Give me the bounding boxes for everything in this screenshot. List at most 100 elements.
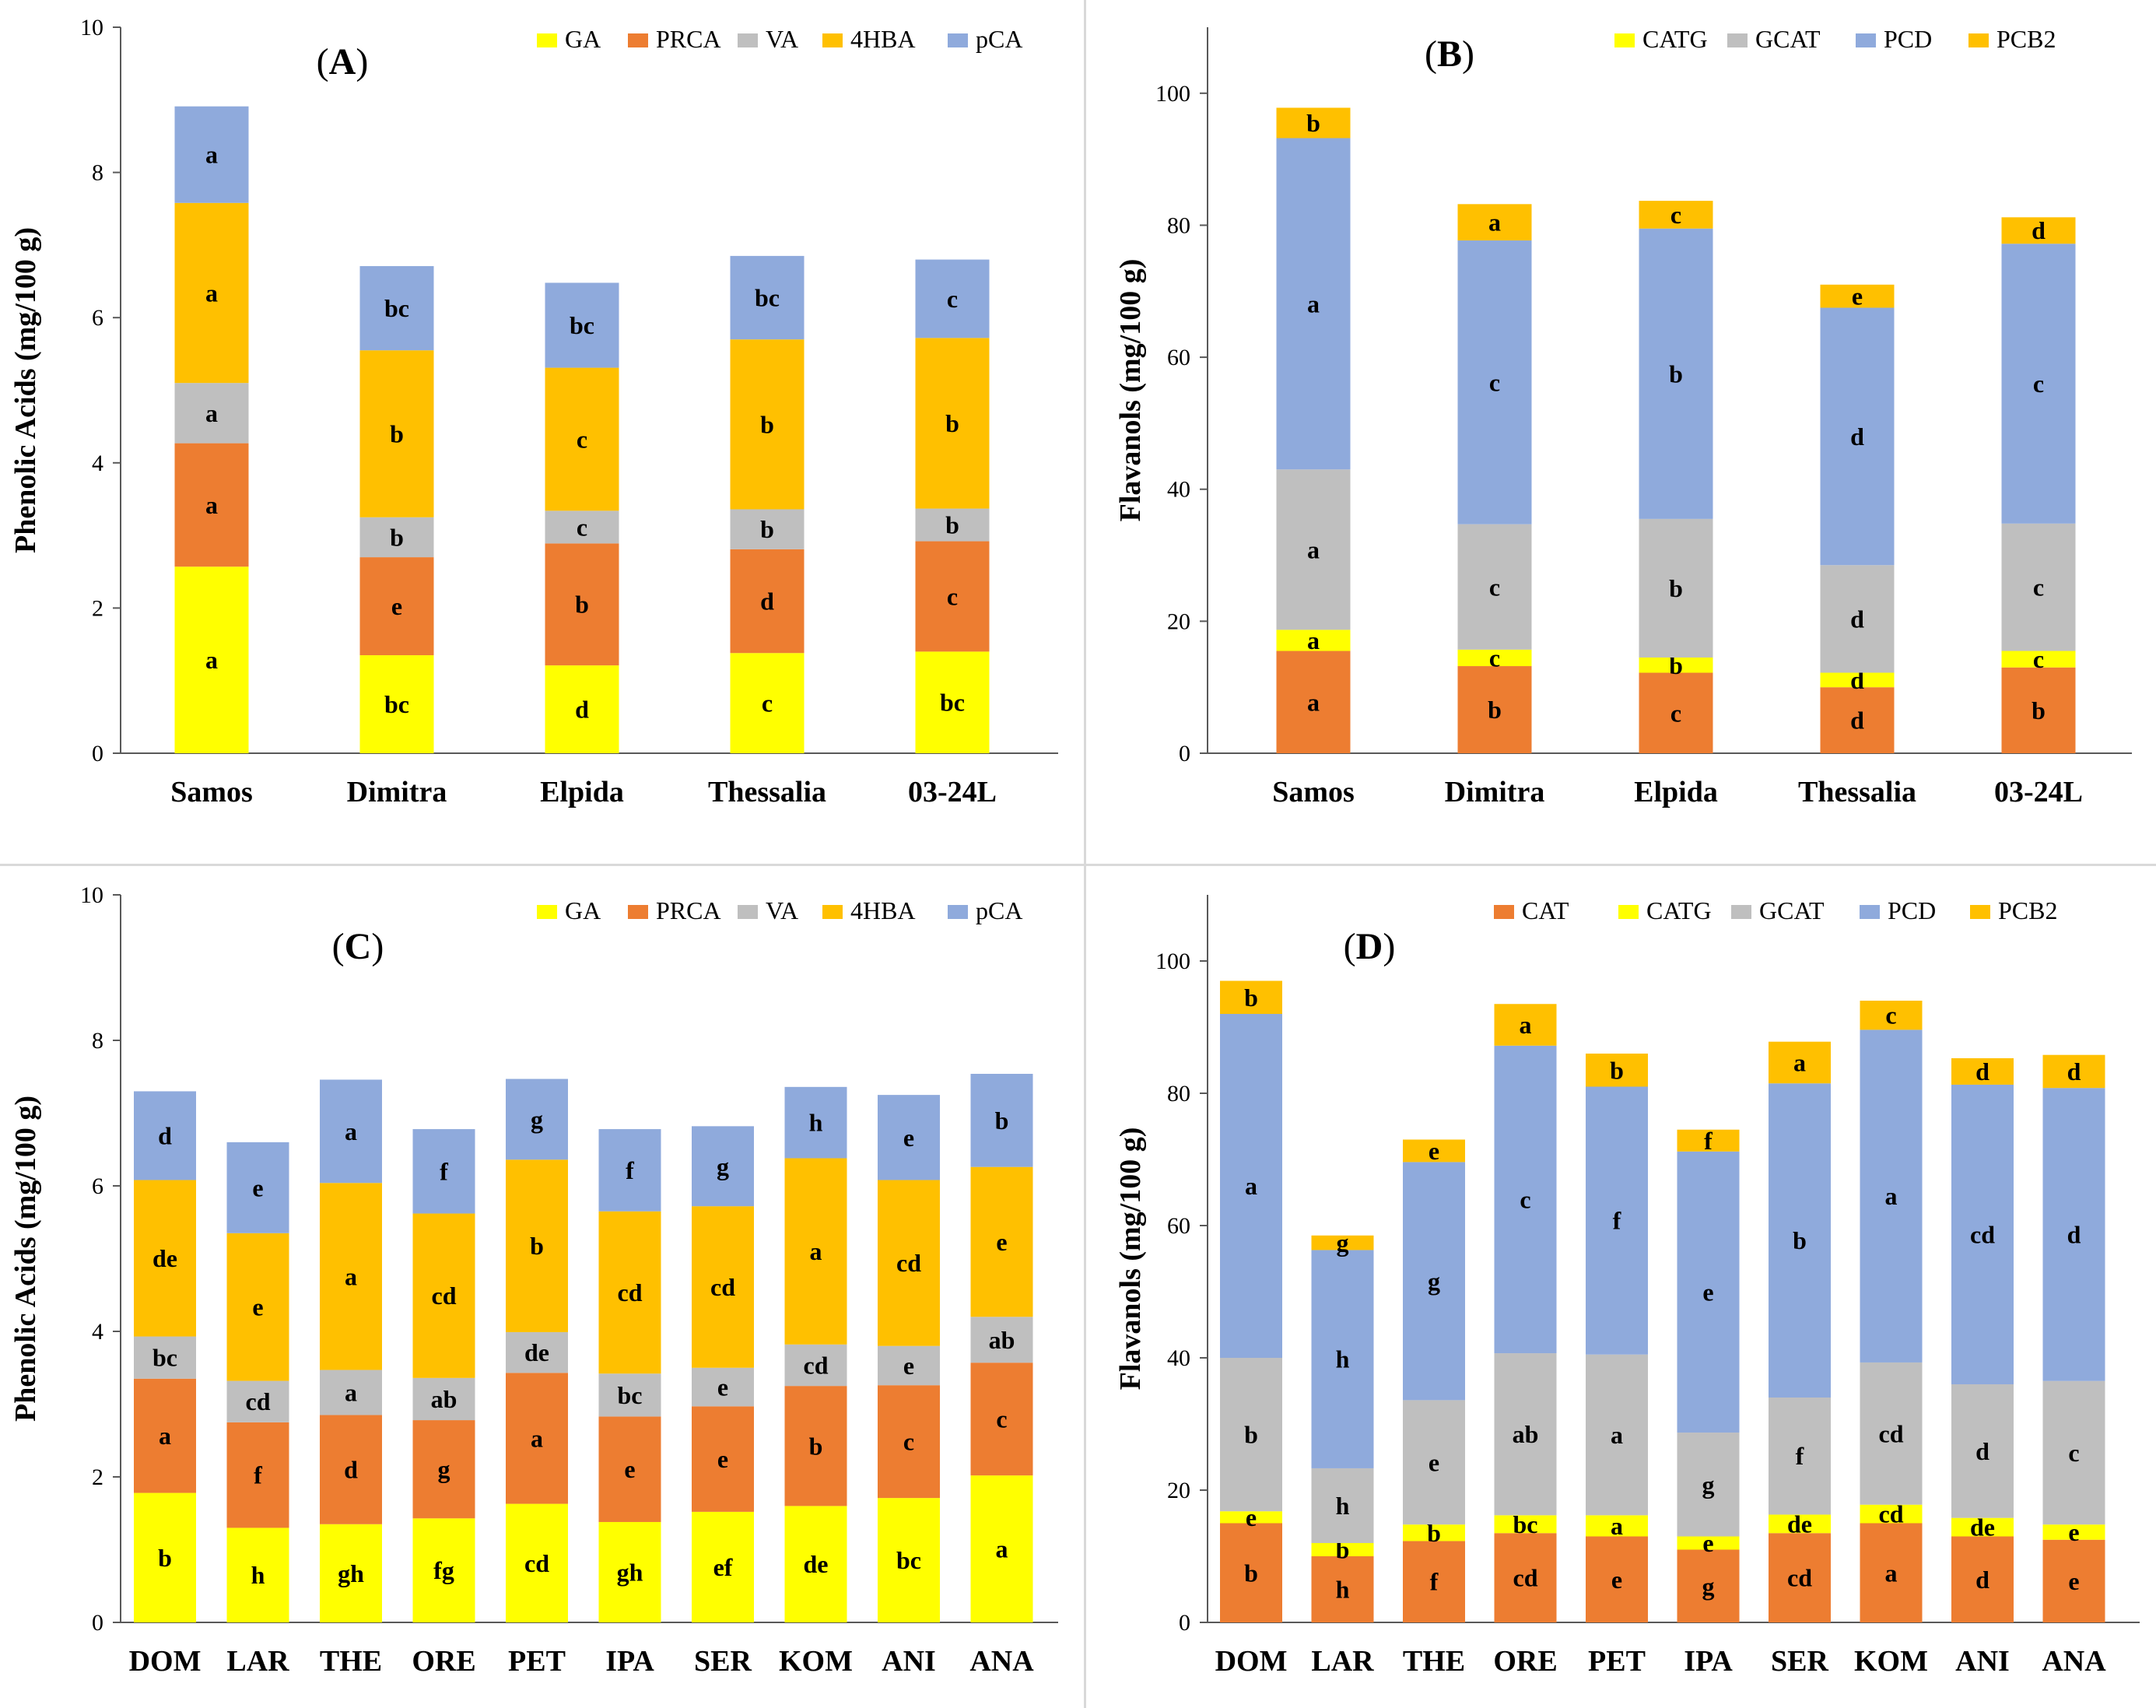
- panel-d-letter-pcd-ana: d: [2067, 1220, 2081, 1248]
- panel-a-x-tick-label: Thessalia: [708, 776, 826, 808]
- panel-c-letter-va-the: a: [345, 1379, 357, 1407]
- panel-c-x-tick-label: THE: [320, 1645, 382, 1678]
- panel-d-bar-catg-ana: [2042, 1524, 2105, 1540]
- panel-d-letter-cat-ipa: g: [1702, 1572, 1715, 1600]
- panel-a-letter-va-thessalia: b: [760, 515, 774, 543]
- panel-d-letter-pcb2-the: e: [1429, 1137, 1439, 1165]
- panel-d-bar-pcd-kom: [1860, 1029, 1923, 1363]
- panel-d-letter-pcb2-pet: b: [1610, 1056, 1624, 1084]
- panel-d-bar-catg-the: [1403, 1524, 1465, 1541]
- panel-d-legend-label-cat: CAT: [1522, 896, 1569, 924]
- panel-c-bar-pca-pet: [506, 1078, 568, 1160]
- panel-d-bar-cat-ser: [1769, 1533, 1831, 1622]
- panel-a-bar-prca-elpida: [545, 543, 619, 666]
- panel-d-bar-catg-lar: [1311, 1543, 1374, 1556]
- panel-c-bar-prca-lar: [226, 1422, 289, 1528]
- panel-c-letter-va-ani: e: [903, 1352, 914, 1380]
- panel-b-legend-label-pcb2: PCB2: [1996, 25, 2056, 53]
- panel-d-bar-gcat-kom: [1860, 1362, 1923, 1505]
- panel-a-bar-ga-dimitra: [359, 655, 434, 753]
- panel-d-bar-pcd-ana: [2042, 1088, 2105, 1381]
- panel-d-letter-gcat-ana: c: [2068, 1439, 2079, 1467]
- panel-c-letter-pca-ser: g: [717, 1152, 729, 1180]
- panel-c-letter-prca-the: d: [344, 1456, 358, 1484]
- panel-a-bar-va-03-24l: [915, 508, 990, 542]
- panel-d-bar-catg-kom: [1860, 1504, 1923, 1524]
- panel-d-letter-pcd-kom: a: [1885, 1182, 1898, 1210]
- panel-c-bar-4hba-ana: [970, 1166, 1033, 1317]
- panel-a-letter-4hba-dimitra: b: [390, 419, 404, 447]
- panel-b-letter-cat-elpida: c: [1670, 699, 1681, 727]
- panel-c-letter-ga-kom: de: [804, 1550, 829, 1578]
- panel-a-legend-swatch-prca: [628, 33, 648, 47]
- panel-c-bar-4hba-ipa: [598, 1211, 661, 1374]
- panel-d-x-tick-label: IPA: [1684, 1645, 1733, 1678]
- panel-d-letter-pcd-lar: h: [1336, 1345, 1350, 1373]
- panel-c-y-axis-label: Phenolic Acids (mg/100 g): [9, 1096, 42, 1422]
- panel-a-bar-ga-samos: [174, 566, 249, 753]
- panel-d-bar-catg-ore: [1494, 1515, 1557, 1534]
- panel-b-y-tick-label: 20: [1167, 608, 1190, 634]
- panel-a-letter-4hba-thessalia: b: [760, 410, 774, 438]
- panel-c-letter-4hba-ipa: cd: [618, 1278, 643, 1306]
- panel-a-letter-va-samos: a: [205, 399, 218, 427]
- panel-b-letter-catg-elpida: b: [1669, 651, 1683, 679]
- panel-b-bar-pcd-samos: [1276, 138, 1351, 470]
- panel-d-letter-gcat-ani: d: [1975, 1437, 1989, 1465]
- panel-c-letter-pca-ana: b: [995, 1107, 1009, 1135]
- panel-b-letter-gcat-03-24l: c: [2033, 573, 2044, 601]
- panel-c-letter-4hba-lar: e: [252, 1293, 263, 1321]
- panel-a-letter-prca-03-24l: c: [947, 582, 958, 610]
- panel-d-letter-cat-dom: b: [1244, 1559, 1258, 1587]
- panel-d-bar-gcat-the: [1403, 1400, 1465, 1525]
- panel-c-letter-pca-dom: d: [158, 1121, 172, 1149]
- panel-c-bar-ga-the: [320, 1524, 382, 1622]
- panel-b-letter-pcd-thessalia: d: [1850, 423, 1864, 451]
- panel-c-y-tick-label: 6: [92, 1173, 103, 1199]
- panel-d-letter-gcat-pet: a: [1611, 1421, 1623, 1449]
- panel-a-letter-prca-elpida: b: [575, 591, 589, 619]
- panel-d-bar-catg-ipa: [1677, 1536, 1740, 1550]
- panel-d-y-tick-label: 100: [1155, 949, 1190, 974]
- panel-c-letter-va-ore: ab: [431, 1385, 457, 1413]
- panel-d-letter-pcb2-ana: d: [2067, 1057, 2081, 1085]
- panel-c-bar-va-kom: [784, 1344, 847, 1387]
- panel-c-x-tick-label: IPA: [605, 1645, 654, 1678]
- panel-d-letter-pcd-ani: cd: [1970, 1220, 1995, 1248]
- panel-b-bar-gcat-dimitra: [1457, 524, 1532, 650]
- panel-c-legend-swatch-4hba: [822, 905, 843, 919]
- panel-c-bar-va-ore: [412, 1377, 475, 1421]
- panel-d-bar-pcb2-dom: [1220, 980, 1282, 1014]
- panel-d-x-tick-label: KOM: [1854, 1645, 1928, 1678]
- panel-a-x-tick-label: Elpida: [540, 776, 624, 808]
- panel-d-bar-pcb2-kom: [1860, 1001, 1923, 1030]
- panel-a-y-tick-label: 6: [92, 305, 103, 331]
- panel-d-x-tick-label: DOM: [1215, 1645, 1288, 1678]
- panel-c-letter-prca-ser: e: [717, 1445, 728, 1473]
- panel-c-legend-swatch-ga: [537, 905, 557, 919]
- panel-b-x-tick-label: Elpida: [1634, 776, 1718, 808]
- panel-d-bar-pcb2-ore: [1494, 1004, 1557, 1046]
- panel-d-letter-pcd-the: g: [1428, 1267, 1440, 1295]
- panel-d-letter-pcb2-kom: c: [1885, 1001, 1896, 1029]
- panel-d-bar-cat-ani: [1951, 1536, 2014, 1622]
- panel-a-letter-ga-thessalia: c: [762, 689, 773, 717]
- panel-c-x-tick-label: ORE: [412, 1645, 475, 1678]
- panel-d-letter-cat-ana: e: [2068, 1567, 2079, 1595]
- panel-d-letter-gcat-ipa: g: [1702, 1471, 1715, 1499]
- panel-c-letter-va-kom: cd: [804, 1351, 829, 1379]
- panel-d-y-tick-label: 0: [1179, 1610, 1190, 1636]
- panel-b-legend-swatch-pcb2: [1968, 33, 1989, 47]
- panel-d-letter-pcb2-ipa: f: [1704, 1127, 1713, 1155]
- panel-a-legend-label-ga: GA: [565, 25, 601, 53]
- panel-c-letter-va-dom: bc: [152, 1344, 177, 1372]
- panel-d-letter-cat-pet: e: [1611, 1566, 1622, 1594]
- panel-b-letter-cat-dimitra: b: [1488, 696, 1502, 724]
- panel-d-bar-pcb2-ser: [1769, 1041, 1831, 1084]
- panel-c-legend-label-prca: PRCA: [656, 896, 721, 924]
- panel-c-letter-pca-ipa: f: [626, 1156, 634, 1184]
- panel-d-y-tick-label: 60: [1167, 1213, 1190, 1239]
- panel-b-y-tick-label: 100: [1155, 81, 1190, 107]
